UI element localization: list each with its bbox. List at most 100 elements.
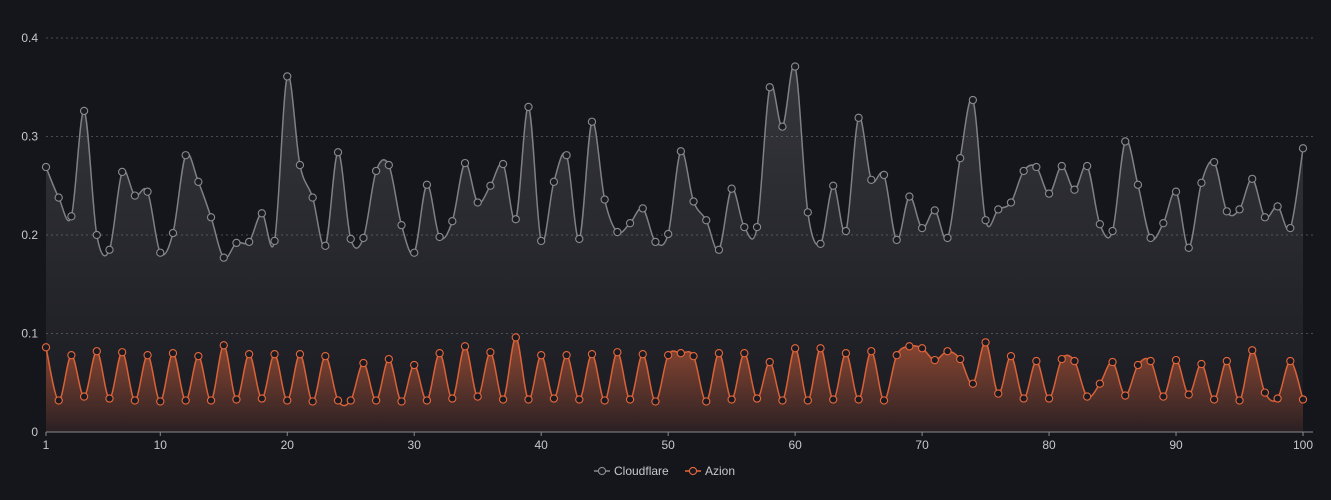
data-point-azion[interactable]	[1159, 392, 1168, 401]
data-point-azion[interactable]	[879, 396, 889, 405]
data-point-azion[interactable]	[1083, 392, 1092, 401]
data-point-azion[interactable]	[498, 395, 508, 404]
data-point-azion[interactable]	[1298, 395, 1308, 404]
data-point-azion[interactable]	[1260, 388, 1270, 397]
data-point-azion[interactable]	[1006, 352, 1016, 361]
data-point-azion[interactable]	[1235, 396, 1244, 405]
data-point-azion[interactable]	[651, 397, 660, 406]
data-point-azion[interactable]	[346, 396, 355, 405]
data-point-cloudflare[interactable]	[130, 191, 140, 200]
data-point-azion[interactable]	[702, 397, 711, 406]
legend-item-azion[interactable]: Azion	[685, 464, 735, 478]
data-point-azion[interactable]	[1121, 391, 1130, 400]
data-point-azion[interactable]	[1133, 360, 1143, 370]
data-point-cloudflare[interactable]	[321, 241, 330, 250]
data-point-cloudflare[interactable]	[803, 208, 812, 217]
data-point-azion[interactable]	[384, 354, 393, 364]
data-point-azion[interactable]	[537, 351, 546, 360]
data-point-cloudflare[interactable]	[460, 158, 470, 168]
data-point-cloudflare[interactable]	[651, 237, 660, 247]
data-point-azion[interactable]	[54, 396, 63, 405]
data-point-azion[interactable]	[410, 360, 419, 370]
data-point-azion[interactable]	[206, 396, 216, 405]
data-point-azion[interactable]	[283, 396, 292, 405]
data-point-cloudflare[interactable]	[1298, 144, 1308, 153]
data-point-azion[interactable]	[1032, 356, 1041, 366]
data-point-cloudflare[interactable]	[981, 216, 990, 225]
data-point-cloudflare[interactable]	[1044, 189, 1054, 198]
data-point-cloudflare[interactable]	[1083, 161, 1092, 171]
data-point-cloudflare[interactable]	[473, 198, 482, 207]
data-point-azion[interactable]	[181, 396, 190, 405]
data-point-azion[interactable]	[1222, 356, 1231, 366]
data-point-azion[interactable]	[1248, 346, 1257, 355]
data-point-cloudflare[interactable]	[689, 197, 698, 206]
data-point-azion[interactable]	[486, 348, 495, 357]
data-point-cloudflare[interactable]	[1209, 157, 1219, 167]
data-point-cloudflare[interactable]	[1146, 233, 1155, 243]
data-point-cloudflare[interactable]	[270, 236, 279, 246]
data-point-cloudflare[interactable]	[156, 248, 165, 257]
data-point-azion[interactable]	[917, 344, 927, 353]
data-point-cloudflare[interactable]	[194, 177, 203, 186]
data-point-cloudflare[interactable]	[587, 117, 597, 126]
data-point-cloudflare[interactable]	[790, 62, 800, 71]
data-point-azion[interactable]	[1209, 395, 1219, 404]
data-point-cloudflare[interactable]	[295, 160, 305, 170]
data-point-cloudflare[interactable]	[727, 184, 736, 193]
data-point-cloudflare[interactable]	[67, 212, 76, 221]
data-point-cloudflare[interactable]	[562, 151, 571, 160]
data-point-azion[interactable]	[257, 394, 266, 403]
data-point-azion[interactable]	[1197, 359, 1206, 369]
data-point-azion[interactable]	[752, 394, 762, 403]
data-point-cloudflare[interactable]	[486, 181, 495, 190]
data-point-azion[interactable]	[130, 396, 140, 405]
data-point-azion[interactable]	[689, 352, 698, 361]
data-point-cloudflare[interactable]	[41, 162, 51, 172]
data-point-cloudflare[interactable]	[752, 222, 762, 232]
data-point-cloudflare[interactable]	[664, 229, 673, 239]
data-point-cloudflare[interactable]	[206, 213, 216, 222]
data-point-azion[interactable]	[473, 392, 482, 401]
data-point-cloudflare[interactable]	[511, 215, 520, 224]
data-point-azion[interactable]	[613, 348, 622, 357]
data-point-azion[interactable]	[1019, 394, 1028, 403]
data-point-cloudflare[interactable]	[359, 233, 368, 243]
data-point-azion[interactable]	[359, 358, 368, 368]
data-point-azion[interactable]	[219, 341, 228, 350]
data-point-cloudflare[interactable]	[92, 230, 101, 240]
data-point-cloudflare[interactable]	[257, 209, 266, 218]
data-point-azion[interactable]	[981, 338, 990, 347]
data-point-azion[interactable]	[1146, 356, 1155, 366]
data-point-cloudflare[interactable]	[905, 192, 914, 201]
data-point-cloudflare[interactable]	[549, 177, 559, 186]
data-point-cloudflare[interactable]	[422, 180, 432, 189]
data-point-azion[interactable]	[829, 395, 838, 404]
data-point-cloudflare[interactable]	[1260, 213, 1270, 222]
data-point-azion[interactable]	[549, 394, 559, 403]
data-point-azion[interactable]	[321, 352, 330, 361]
data-point-azion[interactable]	[1108, 357, 1117, 367]
data-point-azion[interactable]	[740, 349, 749, 358]
data-point-azion[interactable]	[1273, 394, 1282, 403]
data-point-azion[interactable]	[232, 395, 241, 404]
data-point-azion[interactable]	[1184, 390, 1193, 399]
data-point-cloudflare[interactable]	[1006, 198, 1016, 207]
data-point-cloudflare[interactable]	[308, 193, 317, 202]
data-point-cloudflare[interactable]	[1197, 178, 1206, 187]
data-point-cloudflare[interactable]	[600, 195, 609, 204]
data-point-cloudflare[interactable]	[397, 220, 406, 230]
data-point-azion[interactable]	[600, 396, 609, 405]
data-point-cloudflare[interactable]	[435, 232, 444, 242]
data-point-cloudflare[interactable]	[778, 122, 787, 131]
data-point-azion[interactable]	[930, 355, 939, 365]
data-point-cloudflare[interactable]	[448, 217, 457, 226]
data-point-cloudflare[interactable]	[892, 235, 901, 245]
data-point-cloudflare[interactable]	[1248, 174, 1257, 184]
data-point-cloudflare[interactable]	[1159, 219, 1168, 228]
data-point-azion[interactable]	[956, 354, 965, 364]
data-point-cloudflare[interactable]	[1070, 185, 1079, 194]
data-point-cloudflare[interactable]	[245, 237, 254, 247]
data-point-azion[interactable]	[67, 351, 76, 360]
data-point-azion[interactable]	[968, 379, 978, 388]
